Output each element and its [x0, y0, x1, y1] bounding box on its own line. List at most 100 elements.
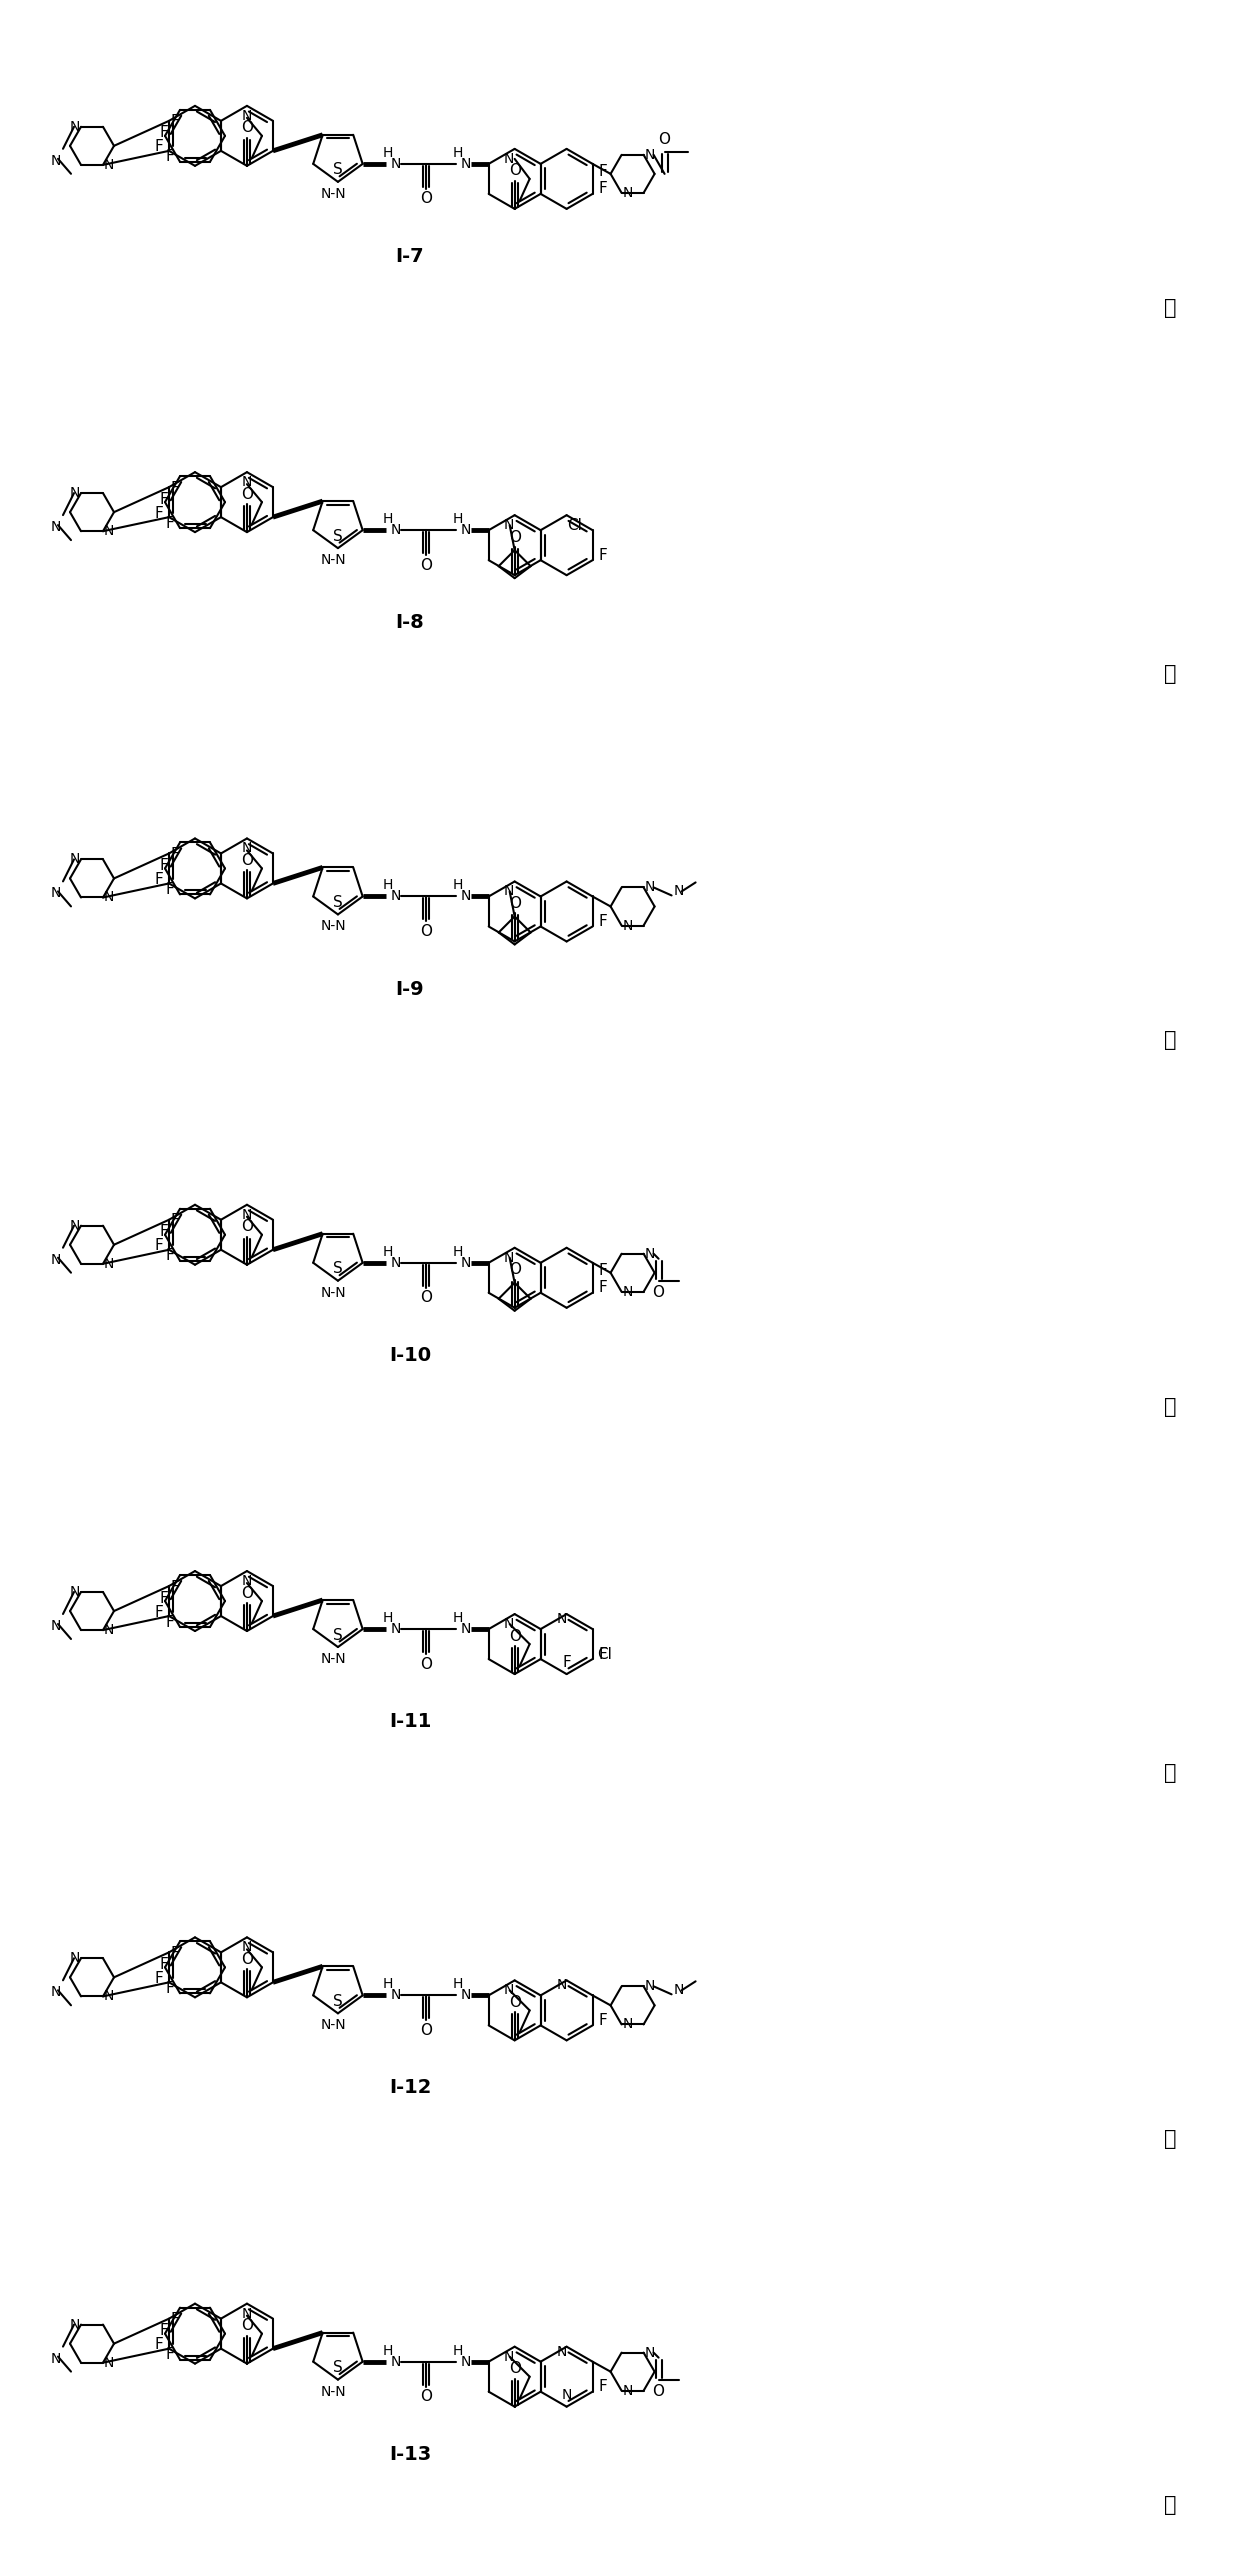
Text: H: H	[453, 146, 463, 159]
Text: N: N	[562, 2387, 572, 2402]
Text: N-N: N-N	[320, 1651, 346, 1667]
Text: N: N	[104, 1623, 114, 1636]
Text: O: O	[419, 1656, 432, 1672]
Text: I-13: I-13	[389, 2443, 432, 2464]
Text: N: N	[69, 1585, 81, 1600]
Text: S: S	[334, 528, 342, 544]
Text: N: N	[460, 156, 471, 172]
Text: N: N	[391, 1987, 401, 2002]
Text: I-7: I-7	[396, 246, 424, 267]
Text: I-10: I-10	[389, 1346, 432, 1364]
Text: Cl: Cl	[598, 1646, 613, 1661]
Text: O: O	[241, 854, 253, 869]
Text: N: N	[51, 1254, 61, 1267]
Text: H: H	[382, 1610, 393, 1626]
Text: 或: 或	[1164, 664, 1177, 685]
Text: F: F	[598, 182, 606, 197]
Text: N: N	[460, 890, 471, 903]
Text: F: F	[155, 505, 164, 520]
Text: O: O	[241, 487, 253, 503]
Text: N: N	[242, 108, 252, 123]
Text: F: F	[160, 492, 169, 508]
Text: H: H	[382, 146, 393, 159]
Text: F: F	[166, 1615, 175, 1631]
Text: O: O	[419, 192, 432, 205]
Text: N: N	[104, 1256, 114, 1272]
Text: N: N	[503, 885, 513, 897]
Text: H: H	[453, 1977, 463, 1992]
Text: S: S	[334, 162, 342, 177]
Text: I-12: I-12	[389, 2079, 432, 2097]
Text: N: N	[460, 1987, 471, 2002]
Text: O: O	[658, 133, 671, 146]
Text: N: N	[645, 879, 655, 895]
Text: N: N	[503, 1251, 513, 1264]
Text: 或: 或	[1164, 1764, 1177, 1782]
Text: N: N	[460, 2354, 471, 2369]
Text: N: N	[51, 1985, 61, 2000]
Text: N: N	[104, 523, 114, 538]
Text: F: F	[598, 1646, 606, 1661]
Text: H: H	[382, 2343, 393, 2359]
Text: F: F	[166, 1249, 175, 1264]
Text: 或: 或	[1164, 297, 1177, 318]
Text: F: F	[160, 1223, 169, 1238]
Text: N: N	[622, 187, 632, 200]
Text: F: F	[598, 1264, 606, 1279]
Text: N: N	[460, 523, 471, 538]
Text: N: N	[622, 2385, 632, 2397]
Text: H: H	[453, 879, 463, 892]
Text: O: O	[508, 1995, 521, 2010]
Text: N: N	[391, 523, 401, 538]
Text: N: N	[673, 885, 683, 897]
Text: O: O	[508, 1261, 521, 1277]
Text: N: N	[51, 154, 61, 167]
Text: F: F	[598, 913, 606, 928]
Text: N: N	[242, 1941, 252, 1954]
Text: F: F	[160, 126, 169, 141]
Text: H: H	[453, 513, 463, 526]
Text: O: O	[419, 1290, 432, 1305]
Text: N: N	[51, 2351, 61, 2367]
Text: N: N	[69, 1951, 81, 1964]
Text: O: O	[241, 1585, 253, 1600]
Text: F: F	[171, 1579, 180, 1595]
Text: O: O	[419, 559, 432, 572]
Text: N: N	[503, 2349, 513, 2364]
Text: H: H	[382, 1244, 393, 1259]
Text: F: F	[166, 149, 175, 164]
Text: O: O	[508, 531, 521, 544]
Text: N: N	[69, 487, 81, 500]
Text: F: F	[155, 138, 164, 154]
Text: F: F	[598, 2379, 606, 2395]
Text: 或: 或	[1164, 2128, 1177, 2149]
Text: O: O	[652, 1285, 665, 1300]
Text: F: F	[155, 1238, 164, 1254]
Text: F: F	[166, 2346, 175, 2361]
Text: O: O	[508, 1628, 521, 1644]
Text: I-8: I-8	[396, 613, 424, 633]
Text: H: H	[453, 2343, 463, 2359]
Text: N: N	[104, 159, 114, 172]
Text: F: F	[160, 1956, 169, 1972]
Text: F: F	[171, 479, 180, 495]
Text: N: N	[622, 1285, 632, 1300]
Text: N: N	[51, 1618, 61, 1633]
Text: N: N	[69, 121, 81, 133]
Text: F: F	[562, 1654, 570, 1669]
Text: N: N	[69, 1218, 81, 1233]
Text: N: N	[391, 156, 401, 172]
Text: N: N	[69, 2318, 81, 2331]
Text: F: F	[155, 2338, 164, 2351]
Text: H: H	[382, 513, 393, 526]
Text: F: F	[160, 2323, 169, 2338]
Text: H: H	[382, 1977, 393, 1992]
Text: O: O	[419, 2023, 432, 2038]
Text: N-N: N-N	[320, 187, 346, 200]
Text: S: S	[334, 1995, 342, 2008]
Text: N-N: N-N	[320, 1285, 346, 1300]
Text: O: O	[508, 895, 521, 910]
Text: S: S	[334, 1628, 342, 1644]
Text: 或: 或	[1164, 2495, 1177, 2515]
Text: F: F	[598, 549, 606, 562]
